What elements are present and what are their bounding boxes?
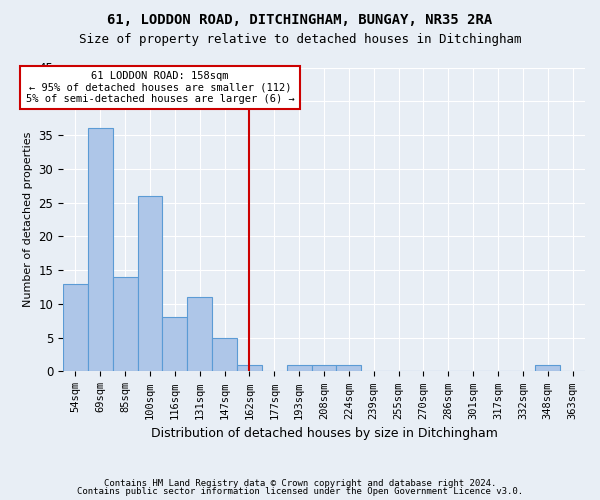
Text: 61, LODDON ROAD, DITCHINGHAM, BUNGAY, NR35 2RA: 61, LODDON ROAD, DITCHINGHAM, BUNGAY, NR… bbox=[107, 12, 493, 26]
Text: 61 LODDON ROAD: 158sqm
← 95% of detached houses are smaller (112)
5% of semi-det: 61 LODDON ROAD: 158sqm ← 95% of detached… bbox=[26, 71, 295, 104]
Bar bbox=[535, 364, 560, 372]
Bar bbox=[337, 364, 361, 372]
Bar bbox=[311, 364, 337, 372]
Bar bbox=[63, 284, 88, 372]
Y-axis label: Number of detached properties: Number of detached properties bbox=[23, 132, 33, 307]
Bar bbox=[113, 277, 137, 372]
Bar bbox=[212, 338, 237, 372]
Bar bbox=[187, 297, 212, 372]
Bar bbox=[163, 318, 187, 372]
Text: Size of property relative to detached houses in Ditchingham: Size of property relative to detached ho… bbox=[79, 32, 521, 46]
Text: Contains public sector information licensed under the Open Government Licence v3: Contains public sector information licen… bbox=[77, 487, 523, 496]
Text: Contains HM Land Registry data © Crown copyright and database right 2024.: Contains HM Land Registry data © Crown c… bbox=[104, 478, 496, 488]
Bar bbox=[237, 364, 262, 372]
X-axis label: Distribution of detached houses by size in Ditchingham: Distribution of detached houses by size … bbox=[151, 427, 497, 440]
Bar bbox=[88, 128, 113, 372]
Bar bbox=[137, 196, 163, 372]
Bar bbox=[287, 364, 311, 372]
